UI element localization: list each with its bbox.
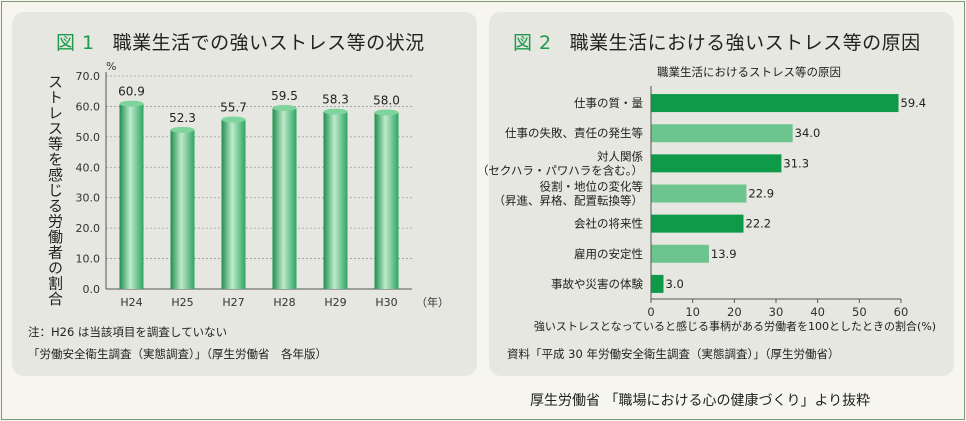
chart2-bar [651, 124, 793, 143]
chart2-category-label: 仕事の失敗、責任の発生等 [505, 126, 643, 140]
chart2-bar [651, 94, 899, 113]
chart2-value-label: 31.3 [783, 156, 809, 170]
chart2-value-label: 22.2 [746, 217, 772, 231]
chart2-xtick-label: 0 [647, 305, 654, 319]
chart2-source: 資料「平成 30 年労働安全衛生調査（実態調査）」（厚生労働省） [507, 347, 840, 361]
chart2-category-label: （昇進、昇格、配置転換等） [494, 194, 644, 208]
chart1-bar-top [119, 100, 144, 107]
chart1-bar [221, 119, 246, 290]
chart1-bar [374, 112, 399, 289]
chart1-bar-top [374, 109, 399, 116]
chart2-title: 図 2 職業生活における強いストレス等の原因 [513, 28, 921, 55]
chart2-category-label: 役割・地位の変化等 [540, 180, 644, 194]
chart1-bar-top [221, 116, 246, 123]
chart2-bar [651, 244, 709, 263]
chart2-fig-label: 図 2 [513, 32, 552, 54]
chart2-bar [651, 184, 747, 203]
chart1-x-unit: （年） [416, 295, 449, 309]
chart1-value-label: 55.7 [220, 101, 247, 115]
chart2-xtick-label: 50 [852, 305, 867, 319]
chart2-xtick-label: 30 [769, 305, 784, 319]
chart1-value-label: 58.3 [322, 93, 349, 107]
chart1-ytick-label: 20.0 [76, 222, 101, 235]
credit-text: 厚生労働省 「職場における心の健康づくり」より抜粋 [530, 393, 871, 409]
chart1-title: 図 1 職業生活での強いストレス等の状況 [56, 28, 425, 55]
chart2-xtick-label: 20 [727, 305, 742, 319]
chart2-subtitle: 職業生活におけるストレス等の原因 [657, 65, 841, 79]
chart1-bar [323, 111, 348, 289]
chart1-bar [119, 103, 144, 289]
chart1-plot: 0.0 10.0 20.0 30.0 40.0 50.0 60.0 70.0%60.9 H24 5… [76, 60, 450, 309]
chart2-plot: 職業生活におけるストレス等の原因 59.4 仕事の質・量 34.0 仕事の失敗、責任の発… [477, 65, 936, 333]
chart2-value-label: 13.9 [711, 247, 737, 261]
chart1-xtick-label: H28 [273, 296, 295, 309]
chart2-bar [651, 274, 664, 293]
chart1-xtick-label: H25 [171, 296, 193, 309]
chart1-bar-top [323, 108, 348, 115]
chart1-value-label: 60.9 [118, 85, 145, 99]
chart2-bar [651, 154, 782, 173]
chart1-ytick-label: 50.0 [76, 131, 101, 144]
chart1-value-label: 59.5 [271, 89, 298, 103]
chart1-xtick-label: H24 [120, 296, 142, 309]
chart1-source: 「労働安全衛生調査（実態調査）」（厚生労働省 各年版） [28, 347, 327, 361]
chart1-ytick-label: 60.0 [76, 100, 101, 113]
chart2-title-text: 職業生活における強いストレス等の原因 [569, 32, 921, 54]
chart1-ytick-label: 10.0 [76, 253, 101, 266]
chart2-category-label: （セクハラ・パワハラを含む。） [477, 163, 643, 177]
chart2-category-label: 対人関係 [597, 149, 643, 163]
chart1-fig-label: 図 1 [56, 32, 95, 54]
chart1-bar-top [170, 126, 195, 133]
chart2-bar [651, 214, 744, 233]
chart2-value-label: 3.0 [666, 277, 684, 291]
chart1-value-label: 52.3 [169, 111, 196, 125]
chart2-value-label: 22.9 [748, 187, 774, 201]
chart1-xtick-label: H30 [375, 296, 397, 309]
chart-panel-2: 図 2 職業生活における強いストレス等の原因 職業生活におけるストレス等の原因 59… [477, 12, 954, 376]
chart1-title-text: 職業生活での強いストレス等の状況 [112, 32, 425, 54]
chart1-ylabel: ストレス等を感じる労働者の割合 [46, 74, 64, 307]
chart1-bar [272, 107, 297, 289]
chart1-value-label: 58.0 [373, 94, 400, 108]
chart-panel-1: 図 1 職業生活での強いストレス等の状況 ストレス等を感じる労働者の割合 0.0 1… [12, 12, 477, 376]
chart1-xtick-label: H29 [324, 296, 346, 309]
chart1-ytick-label: 70.0 [76, 70, 101, 83]
chart2-category-label: 事故や災害の体験 [551, 277, 643, 291]
chart1-ytick-label: 30.0 [76, 192, 101, 205]
chart1-ytick-label: 0.0 [83, 283, 101, 296]
chart2-value-label: 59.4 [901, 96, 927, 110]
chart2-xtick-label: 40 [810, 305, 825, 319]
chart2-xlabel: 強いストレスとなっていると感じる事柄がある労働者を100としたときの割合(%) [534, 319, 936, 333]
chart2-value-label: 34.0 [795, 126, 821, 140]
chart1-bar-top [272, 104, 297, 111]
chart2-category-label: 会社の将来性 [574, 217, 643, 231]
chart1-bar [170, 129, 195, 289]
chart2-xtick-label: 10 [685, 305, 700, 319]
chart1-note: 注：H26 は当該項目を調査していない [28, 325, 228, 339]
chart1-ytick-label: 40.0 [76, 161, 101, 174]
chart2-category-label: 仕事の質・量 [574, 96, 643, 110]
chart1-xtick-label: H27 [222, 296, 244, 309]
chart2-category-label: 雇用の安定性 [574, 247, 643, 261]
chart2-xtick-label: 60 [894, 305, 909, 319]
chart1-y-unit: % [106, 60, 116, 73]
